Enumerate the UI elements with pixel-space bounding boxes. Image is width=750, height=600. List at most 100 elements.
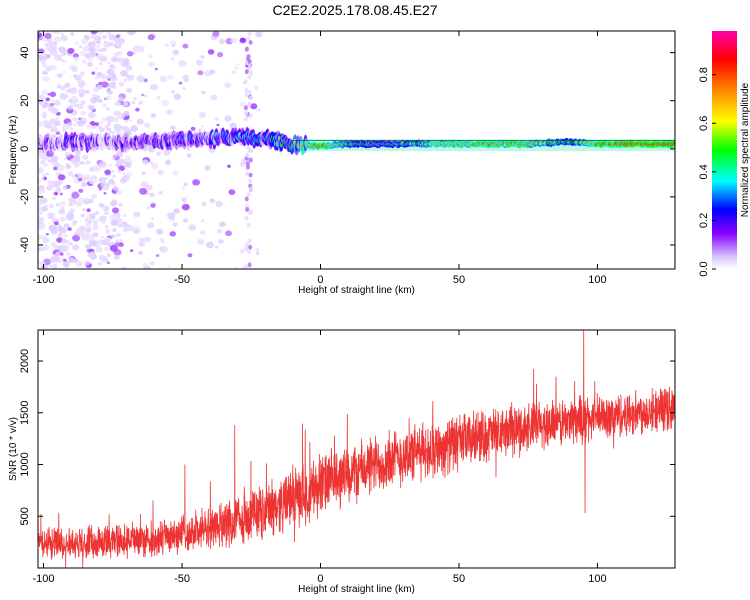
noise-speckle — [87, 62, 93, 67]
noise-speckle — [146, 222, 155, 229]
noise-speckle — [71, 191, 80, 199]
noise-speckle — [210, 94, 218, 101]
noise-speckle — [248, 113, 253, 119]
noise-speckle — [38, 167, 44, 174]
noise-speckle — [92, 125, 97, 130]
noise-speckle — [38, 187, 46, 194]
noise-speckle — [247, 31, 252, 36]
noise-speckle — [200, 55, 205, 59]
noise-speckle — [71, 66, 78, 73]
noise-speckle — [44, 123, 51, 129]
noise-speckle — [255, 31, 263, 38]
noise-speckle — [186, 153, 192, 158]
noise-speckle — [42, 63, 47, 68]
noise-speckle — [82, 208, 86, 212]
noise-speckle — [91, 71, 96, 75]
noise-speckle — [224, 82, 232, 89]
noise-speckle — [143, 146, 149, 151]
noise-speckle — [38, 120, 43, 128]
noise-speckle — [111, 170, 115, 173]
noise-speckle — [64, 82, 71, 88]
noise-speckle — [246, 192, 251, 197]
noise-speckle — [216, 123, 220, 127]
snr-series-line — [38, 330, 675, 568]
noise-speckle — [80, 213, 85, 218]
noise-speckle — [57, 165, 65, 172]
noise-speckle — [124, 119, 128, 123]
noise-speckle — [48, 203, 55, 209]
noise-speckle — [198, 111, 207, 118]
noise-speckle — [98, 161, 107, 168]
noise-speckle — [136, 75, 145, 83]
noise-speckle — [172, 222, 178, 227]
noise-speckle — [239, 37, 246, 43]
noise-speckle — [121, 175, 130, 182]
noise-speckle — [140, 181, 149, 188]
noise-speckle — [42, 173, 48, 178]
noise-speckle — [60, 256, 65, 260]
noise-speckle — [108, 178, 115, 184]
noise-speckle — [70, 157, 79, 164]
noise-speckle — [38, 219, 44, 227]
snr-data — [38, 330, 675, 568]
noise-speckle — [110, 234, 116, 239]
noise-speckle — [38, 261, 41, 265]
noise-speckle — [105, 95, 112, 101]
noise-speckle — [172, 49, 180, 56]
noise-speckle — [40, 60, 46, 65]
noise-speckle — [101, 240, 108, 246]
noise-speckle — [123, 214, 127, 218]
noise-speckle — [245, 207, 250, 212]
noise-speckle — [53, 36, 61, 42]
noise-speckle — [100, 56, 105, 60]
noise-speckle — [139, 237, 145, 243]
noise-speckle — [161, 99, 170, 107]
noise-speckle — [78, 79, 86, 87]
noise-speckle — [88, 105, 95, 111]
noise-speckle — [80, 110, 86, 116]
noise-speckle — [167, 265, 171, 268]
noise-speckle — [55, 251, 61, 256]
noise-speckle — [150, 203, 156, 208]
noise-speckle — [62, 233, 68, 238]
noise-speckle — [244, 60, 249, 66]
noise-speckle — [102, 205, 110, 212]
noise-speckle — [256, 108, 261, 112]
colorbar-label: Normalized spectral amplitude — [740, 82, 750, 217]
x-tick-label: -100 — [33, 274, 55, 286]
noise-speckle — [123, 110, 130, 117]
noise-speckle — [66, 89, 71, 94]
y-tick-label: 1500 — [19, 401, 31, 425]
noise-speckle — [96, 84, 103, 90]
noise-speckle — [111, 56, 118, 63]
noise-speckle — [239, 248, 245, 254]
noise-speckle — [62, 185, 68, 190]
noise-speckle — [247, 262, 252, 268]
noise-speckle — [57, 174, 66, 181]
noise-speckle — [108, 163, 112, 167]
noise-speckle — [54, 41, 58, 45]
noise-speckle — [188, 224, 197, 231]
noise-speckle — [255, 251, 260, 255]
noise-speckle — [73, 111, 77, 114]
noise-speckle — [68, 202, 74, 207]
noise-speckle — [81, 181, 88, 187]
noise-speckle — [58, 46, 66, 53]
noise-speckle — [38, 206, 43, 211]
noise-speckle — [77, 202, 81, 206]
noise-speckle — [72, 116, 78, 122]
noise-speckle — [109, 214, 118, 221]
noise-speckle — [181, 203, 190, 211]
noise-speckle — [249, 70, 254, 76]
noise-speckle — [88, 198, 94, 204]
noise-speckle — [43, 204, 48, 208]
noise-speckle — [71, 95, 78, 102]
noise-speckle — [62, 87, 66, 91]
noise-speckle — [126, 51, 134, 57]
noise-speckle — [114, 124, 123, 131]
noise-speckle — [72, 244, 80, 251]
noise-speckle — [110, 219, 119, 226]
noise-speckle — [170, 40, 177, 46]
noise-speckle — [144, 94, 148, 98]
noise-speckle — [80, 93, 85, 97]
